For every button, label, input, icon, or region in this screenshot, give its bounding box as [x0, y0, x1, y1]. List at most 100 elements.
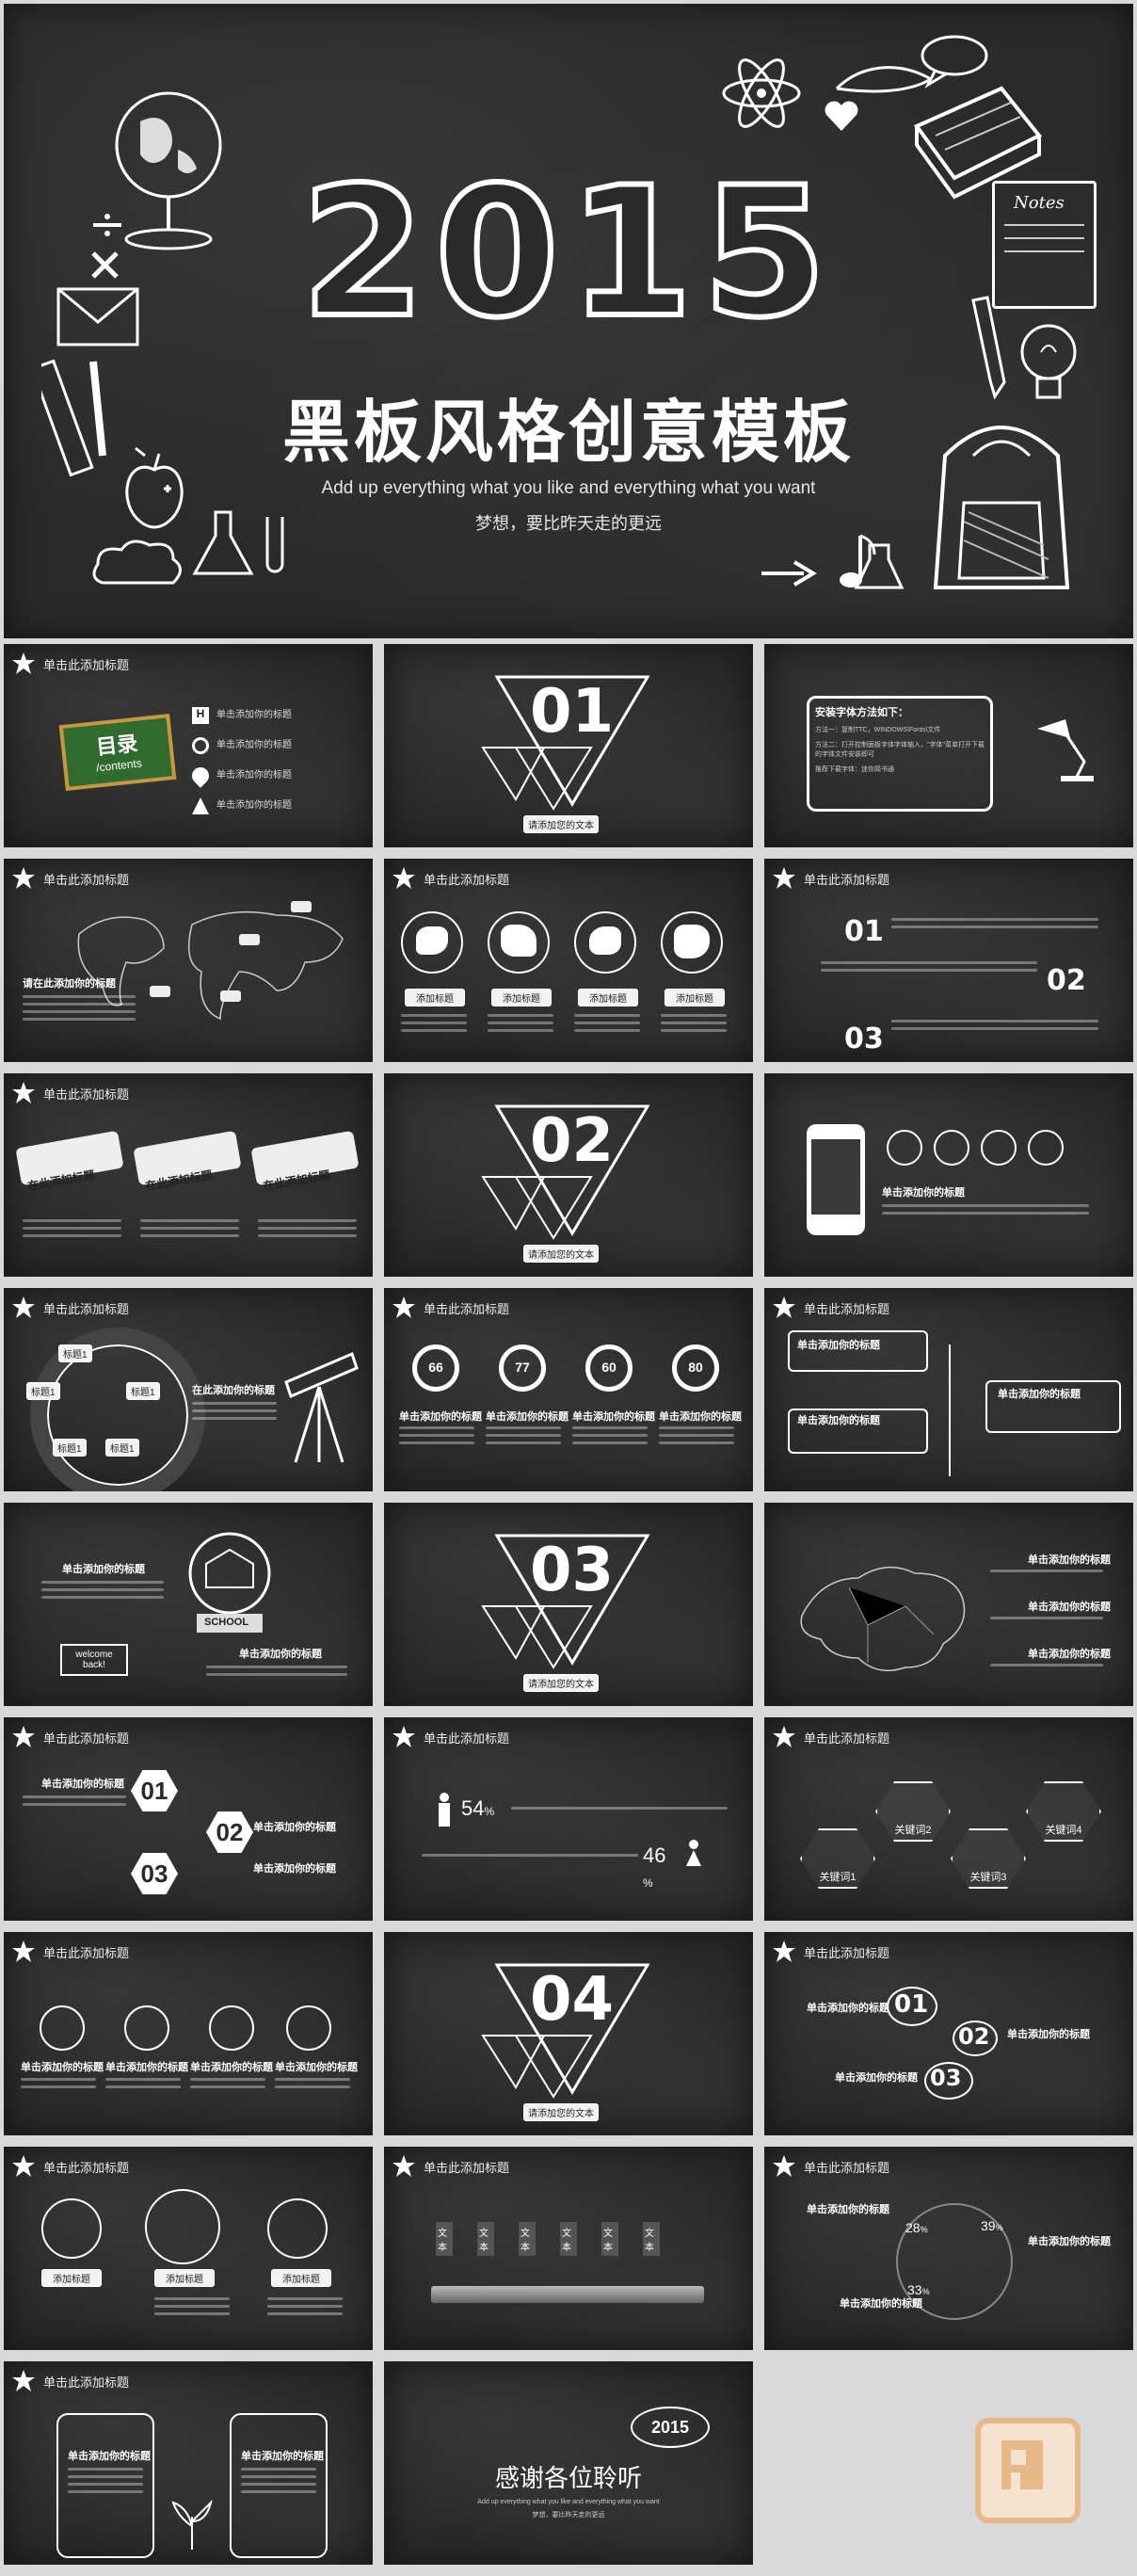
chalk-burst-icon — [392, 1726, 415, 1747]
chalk-burst-icon — [12, 652, 35, 674]
text-lines — [41, 1576, 164, 1603]
timeline-tab[interactable]: 文本 — [560, 2222, 577, 2256]
ring-label: 标题1 — [105, 1439, 139, 1457]
add-title-label: 添加标题 — [271, 2269, 331, 2287]
plant-icon — [171, 2499, 213, 2550]
percent-ring — [672, 1344, 719, 1392]
region-circle — [661, 911, 723, 974]
keyword-hex: 关键词2 — [875, 1781, 951, 1842]
slide-icons-row[interactable]: 单击此添加标题 单击添加你的标题 单击添加你的标题 单击添加你的标题 单击添加你… — [4, 1932, 373, 2135]
thanks-title: 感谢各位聆听 — [494, 2464, 642, 2492]
feature-circle — [41, 2198, 102, 2259]
toc-item[interactable]: 单击添加你的标题 — [188, 761, 292, 791]
install-title: 安装字体方法如下： — [815, 707, 908, 718]
slide-section-01[interactable]: 01 请添加您的文本 — [384, 644, 753, 847]
slide-school[interactable]: 单击添加你的标题 SCHOOL welcome back! 单击添加你的标题 — [4, 1503, 373, 1706]
slide-four-regions[interactable]: 单击此添加标题 添加标题 添加标题 添加标题 添加标题 — [384, 859, 753, 1062]
timeline-tab[interactable]: 文本 — [477, 2222, 494, 2256]
slide-title: 单击此添加标题 — [43, 1731, 130, 1746]
chalk-number-circle — [924, 2062, 973, 2100]
pie-value: 28% — [905, 2220, 928, 2235]
beaker-icon — [854, 543, 905, 589]
thanks-year-bubble: 2015 — [631, 2407, 710, 2448]
text-lines — [821, 957, 1037, 976]
hero-slide[interactable]: Notes 2015 黑板风格创意模板 Add up everything wh… — [4, 4, 1133, 638]
text-lines — [275, 2073, 350, 2093]
slide-text-timeline[interactable]: 单击此添加标题 文本 文本 文本 文本 文本 文本 — [384, 2147, 753, 2350]
pie-value: 39% — [981, 2218, 1003, 2233]
icon-circle — [124, 2005, 169, 2051]
slide-thanks[interactable]: 2015 感谢各位聆听 Add up everything what you l… — [384, 2361, 753, 2565]
timeline-line — [949, 1344, 951, 1476]
chalk-burst-icon — [773, 1940, 795, 1962]
section-number: 02 — [530, 1106, 615, 1176]
school-caption: 单击添加你的标题 — [62, 1564, 145, 1575]
chalk-burst-icon — [773, 2155, 795, 2177]
slide-timeline-bubbles[interactable]: 单击此添加标题 单击添加你的标题 单击添加你的标题 单击添加你的标题 — [764, 1288, 1133, 1491]
hex-caption: 单击添加你的标题 — [253, 1863, 336, 1875]
feature-circle — [267, 2198, 328, 2259]
pie-caption: 单击添加你的标题 — [840, 2298, 922, 2310]
timeline-bar — [431, 2286, 704, 2303]
chalk-burst-icon — [12, 1296, 35, 1318]
circle-caption: 单击添加你的标题 — [1007, 2029, 1090, 2040]
timeline-tab[interactable]: 文本 — [643, 2222, 660, 2256]
slide-gender-ratio[interactable]: 单击此添加标题 54% 46% — [384, 1717, 753, 1921]
percent-caption: 单击添加你的标题 — [659, 1411, 742, 1423]
slide-title: 单击此添加标题 — [424, 872, 510, 887]
circle-caption: 单击添加你的标题 — [807, 2003, 889, 2014]
install-step: 推荐下载字体：迷你简书通 — [815, 766, 894, 773]
slide-install[interactable]: 安装字体方法如下： 方法一：复制TTC，WINDOWS\Fonts\文件 方法二… — [764, 644, 1133, 847]
toc-item[interactable]: 单击添加你的标题 — [192, 791, 292, 821]
triangle-decoration — [481, 1963, 650, 2099]
slide-numbered-list[interactable]: 单击此添加标题 01 02 03 — [764, 859, 1133, 1062]
atom-icon — [722, 58, 801, 128]
timeline-tab[interactable]: 文本 — [436, 2222, 453, 2256]
quill-icon — [835, 66, 932, 93]
slide-title: 单击此添加标题 — [43, 1087, 130, 1102]
triangle-decoration — [481, 1534, 650, 1669]
slide-ring-diagram[interactable]: 单击此添加标题 标题1 标题1 标题1 标题1 标题1 在此添加你的标题 — [4, 1288, 373, 1491]
slide-phone[interactable]: 单击添加你的标题 — [764, 1073, 1133, 1277]
chalk-burst-icon — [12, 1726, 35, 1747]
slide-title: 单击此添加标题 — [43, 1945, 130, 1960]
keyword-hex: 关键词4 — [1026, 1781, 1101, 1842]
desk-lamp-icon — [1037, 719, 1094, 781]
slide-section-03[interactable]: 03 请添加您的文本 — [384, 1503, 753, 1706]
card-title: 单击添加你的标题 — [68, 2451, 151, 2462]
toc-list: H 单击添加你的标题 单击添加你的标题 单击添加你的标题 单击添加你的标题 — [188, 700, 292, 821]
chalk-burst-icon — [392, 2155, 415, 2177]
toc-item[interactable]: H 单击添加你的标题 — [192, 700, 292, 731]
text-lines — [23, 1791, 126, 1811]
toc-item[interactable]: 单击添加你的标题 — [192, 731, 292, 761]
hero-title: 黑板风格创意模板 — [281, 395, 855, 471]
slide-section-02[interactable]: 02 请添加您的文本 — [384, 1073, 753, 1277]
chalk-burst-icon — [12, 2370, 35, 2391]
slide-pie[interactable]: 单击此添加标题 28% 39% 33% 单击添加你的标题 单击添加你的标题 单击… — [764, 2147, 1133, 2350]
text-lines — [154, 2293, 230, 2320]
add-title-label: 添加标题 — [491, 989, 552, 1006]
text-lines — [990, 1565, 1103, 1577]
slide-percent-circles[interactable]: 单击此添加标题 66 77 60 80 单击添加你的标题 单击添加你的标题 单击… — [384, 1288, 753, 1491]
add-title-label: 添加标题 — [578, 989, 638, 1006]
slide-two-cards[interactable]: 单击此添加标题 单击添加你的标题 单击添加你的标题 — [4, 2361, 373, 2565]
timeline-tab[interactable]: 文本 — [519, 2222, 536, 2256]
book-icon — [913, 86, 1043, 200]
slide-title: 单击此添加标题 — [804, 1731, 890, 1746]
slide-keywords[interactable]: 单击此添加标题 关键词1 关键词2 关键词3 关键词4 — [764, 1717, 1133, 1921]
slide-section-04[interactable]: 04 请添加您的文本 — [384, 1932, 753, 2135]
slide-chalk-circles[interactable]: 单击此添加标题 01 02 03 单击添加你的标题 单击添加你的标题 单击添加你… — [764, 1932, 1133, 2135]
text-lines — [486, 1422, 561, 1449]
slide-brush-strokes[interactable]: 单击此添加标题 在此添加标题 在此添加标题 在此添加标题 — [4, 1073, 373, 1277]
timeline-tab[interactable]: 文本 — [601, 2222, 618, 2256]
world-map-icon — [77, 901, 344, 1021]
chalk-burst-icon — [773, 867, 795, 889]
slide-hexagons[interactable]: 单击此添加标题 01 02 03 单击添加你的标题 单击添加你的标题 单击添加你… — [4, 1717, 373, 1921]
slide-three-circles[interactable]: 单击此添加标题 添加标题 添加标题 添加标题 — [4, 2147, 373, 2350]
slide-world-map[interactable]: 单击此添加标题 请在此添加你的标题 — [4, 859, 373, 1062]
text-lines — [511, 1802, 728, 1814]
callout-box — [788, 1409, 928, 1454]
percent-caption: 单击添加你的标题 — [572, 1411, 655, 1423]
slide-china-map[interactable]: 单击添加你的标题 单击添加你的标题 单击添加你的标题 — [764, 1503, 1133, 1706]
slide-toc[interactable]: 单击此添加标题 目录 /contents H 单击添加你的标题 单击添加你的标题 … — [4, 644, 373, 847]
